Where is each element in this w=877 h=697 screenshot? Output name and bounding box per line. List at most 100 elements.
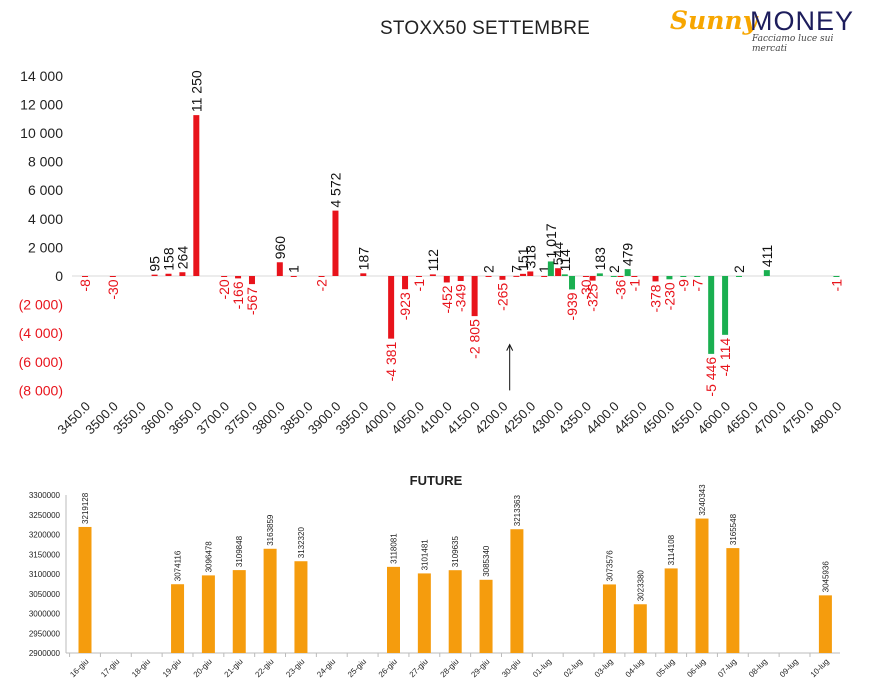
future-x-tick-label: 08-lug (747, 657, 769, 679)
bar (555, 268, 562, 276)
future-y-tick-label: 2900000 (29, 649, 61, 658)
future-x-tick-label: 17-giu (99, 657, 121, 679)
future-y-tick-label: 3100000 (29, 570, 61, 579)
future-x-tick-label: 30-giu (500, 657, 522, 679)
data-label: -36 (612, 279, 628, 299)
data-label: 112 (425, 249, 441, 272)
future-bar (232, 570, 246, 653)
data-label: 264 (174, 246, 190, 270)
future-x-tick-label: 18-giu (130, 657, 152, 679)
future-bar (171, 584, 185, 653)
bar (221, 276, 228, 277)
future-data-label: 3109635 (451, 535, 460, 567)
future-bar (263, 548, 277, 653)
data-label: -325 (585, 283, 601, 311)
bar (248, 276, 255, 285)
future-y-tick-label: 3000000 (29, 610, 61, 619)
future-y-tick-label: 3200000 (29, 531, 61, 540)
data-label: -4 114 (717, 338, 733, 377)
data-label: -5 446 (703, 357, 719, 397)
future-data-label: 3118081 (390, 533, 399, 564)
data-label: -1 (411, 279, 427, 292)
bar (318, 276, 325, 277)
data-label: -2 805 (467, 319, 483, 359)
data-label: -2 (314, 279, 330, 292)
data-label: -230 (661, 282, 677, 310)
data-label: -9 (675, 279, 691, 292)
y-tick-label: 6 000 (28, 182, 63, 198)
bar (833, 276, 840, 277)
bar (680, 276, 687, 277)
bar (193, 115, 200, 276)
future-data-label: 3085340 (482, 545, 491, 577)
future-data-label: 3165548 (729, 513, 738, 545)
future-bar (448, 570, 462, 653)
bar (541, 275, 548, 277)
bar (652, 276, 659, 282)
y-tick-label: 4 000 (28, 211, 63, 227)
y-tick-label: 0 (55, 268, 63, 284)
data-label: -349 (453, 284, 469, 312)
bar (722, 276, 729, 335)
bar (520, 273, 527, 276)
bar (527, 271, 534, 276)
data-label: -4 381 (383, 341, 399, 381)
future-bar (294, 561, 308, 653)
future-bar (78, 526, 92, 653)
future-data-label: 3109848 (235, 535, 244, 567)
bar (332, 210, 339, 276)
future-y-tick-label: 3300000 (29, 491, 61, 500)
future-data-label: 3114108 (667, 534, 676, 565)
bar (561, 274, 568, 276)
data-label: -166 (230, 281, 246, 309)
logo-sunny-text: Sunny (670, 6, 758, 35)
data-label: -939 (564, 292, 580, 320)
data-label: 1 (286, 265, 302, 273)
bar (694, 276, 701, 277)
bar (736, 275, 743, 277)
future-x-tick-label: 04-lug (624, 657, 646, 679)
data-label: 95 (147, 256, 163, 272)
data-label: 114 (557, 249, 573, 272)
future-x-tick-label: 22-giu (253, 657, 275, 679)
data-label: -7 (689, 279, 705, 292)
data-label: 2 (731, 265, 747, 273)
future-data-label: 3074116 (174, 550, 183, 581)
future-bar (417, 573, 431, 653)
future-data-label: 3219128 (81, 492, 90, 524)
future-data-label: 3096478 (204, 541, 213, 573)
data-label: -452 (439, 285, 455, 313)
future-bar (479, 579, 493, 653)
future-bar (818, 595, 832, 653)
y-tick-label: (2 000) (19, 297, 63, 313)
future-bar (633, 604, 647, 653)
bar (443, 276, 450, 283)
data-label: 411 (759, 245, 775, 268)
bar (624, 269, 631, 276)
data-label: -923 (397, 292, 413, 320)
future-x-tick-label: 05-lug (654, 657, 676, 679)
future-x-tick-label: 09-lug (778, 657, 800, 679)
future-data-label: 3045936 (821, 561, 830, 593)
future-x-tick-label: 01-lug (531, 657, 553, 679)
data-label: -1 (626, 279, 642, 292)
future-y-tick-label: 3050000 (29, 590, 61, 599)
y-tick-label: (6 000) (19, 354, 63, 370)
bar (165, 273, 172, 276)
future-x-tick-label: 21-giu (223, 657, 245, 679)
data-label: -1 (828, 279, 844, 292)
y-tick-label: 8 000 (28, 154, 63, 170)
data-label: 11 250 (188, 70, 204, 112)
future-bar (602, 584, 616, 653)
future-data-label: 3240343 (698, 484, 707, 516)
bar (388, 276, 395, 339)
future-bar (387, 566, 400, 653)
bar (617, 276, 624, 277)
future-x-tick-label: 16-giu (68, 657, 90, 679)
bar (402, 276, 409, 290)
bar (109, 276, 116, 277)
data-label: -20 (216, 279, 232, 299)
future-title: FUTURE (410, 473, 463, 488)
data-label: 187 (355, 247, 371, 271)
logo-money-text: MONEY (750, 6, 855, 36)
